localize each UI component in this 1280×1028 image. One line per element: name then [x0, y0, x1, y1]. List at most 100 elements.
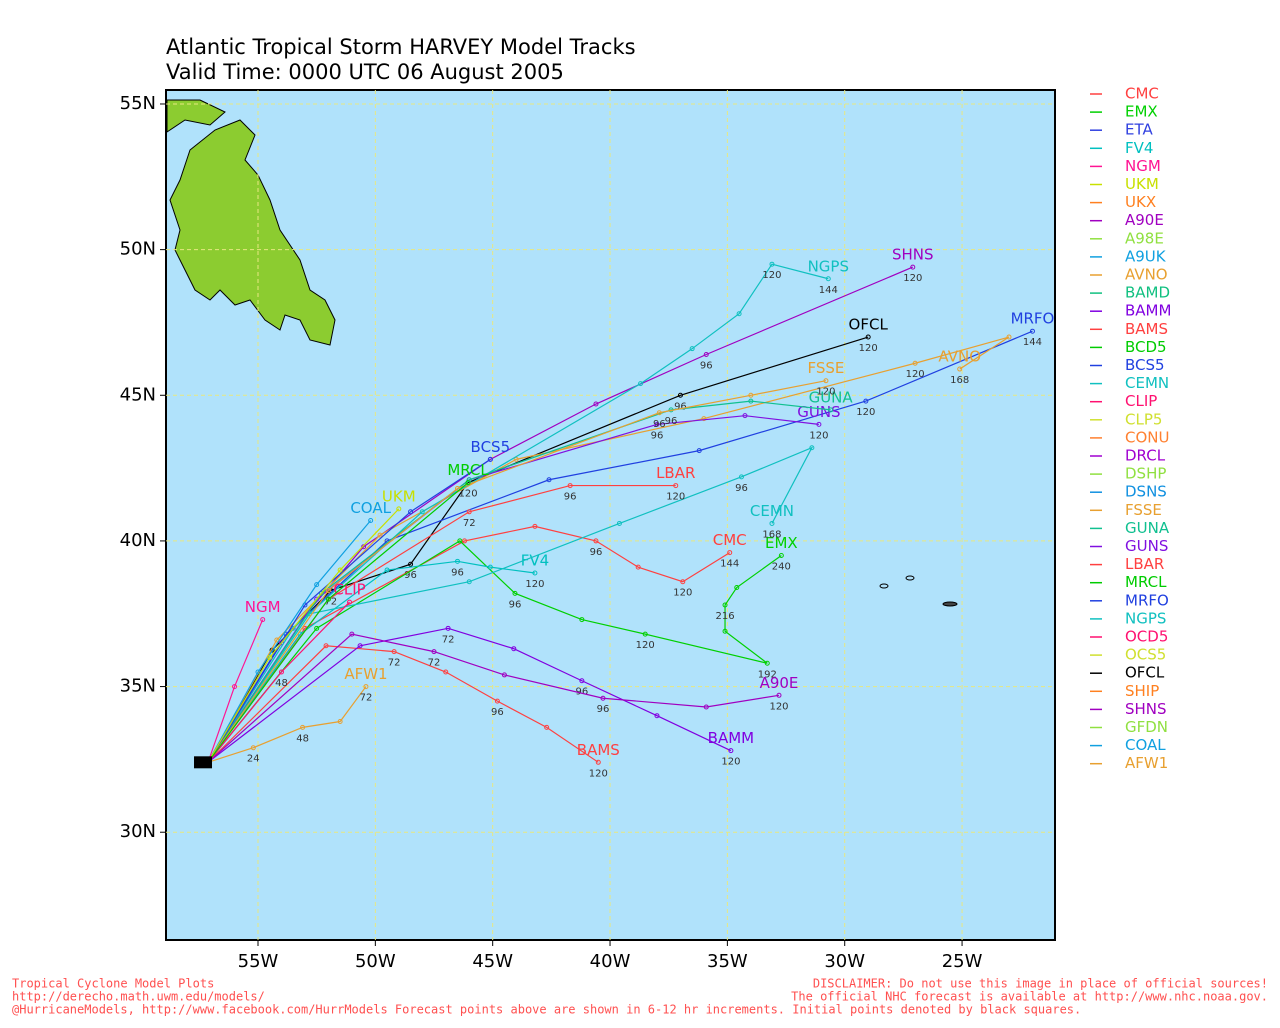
- track-point: [1029, 328, 1035, 334]
- track-label: MRCL: [447, 461, 489, 479]
- track-point: [727, 550, 733, 556]
- hour-label: 72: [388, 658, 401, 669]
- legend-label: CMC: [1125, 85, 1159, 103]
- hour-label: 96: [700, 360, 713, 371]
- track-label: BAMM: [708, 729, 754, 747]
- track-point: [391, 649, 397, 655]
- track-point: [567, 483, 573, 489]
- hour-label: 144: [1023, 337, 1042, 348]
- legend-label: LBAR: [1125, 555, 1164, 573]
- island: [905, 575, 915, 581]
- track-point: [654, 713, 660, 719]
- legend-label: GUNA: [1125, 519, 1170, 537]
- track-point: [863, 398, 869, 404]
- track-point: [457, 538, 463, 544]
- track-label: OFCL: [849, 316, 889, 334]
- legend-label: FSSE: [1125, 501, 1162, 519]
- hour-label: 96: [653, 419, 666, 430]
- legend-label: AFW1: [1125, 754, 1168, 772]
- track-point: [494, 698, 500, 704]
- legend-label: UKX: [1125, 193, 1156, 211]
- track-point: [466, 509, 472, 515]
- track: [207, 508, 400, 763]
- legend-label: DSNS: [1125, 483, 1167, 501]
- track-point: [701, 416, 707, 422]
- island: [879, 583, 889, 589]
- track-point: [579, 617, 585, 623]
- hour-label: 96: [651, 430, 664, 441]
- legend-label: A98E: [1125, 229, 1164, 247]
- legend-label: FV4: [1125, 139, 1153, 157]
- legend-label: DRCL: [1125, 447, 1166, 465]
- track-label: AFW1: [344, 665, 387, 683]
- track: [207, 619, 264, 763]
- legend-label: MRCL: [1125, 573, 1167, 591]
- track-point: [325, 596, 331, 602]
- legend-label: OFCL: [1125, 664, 1165, 682]
- track-point: [734, 585, 740, 591]
- track-point: [546, 477, 552, 483]
- track-point: [465, 480, 471, 486]
- track-label: AVNO: [938, 348, 981, 366]
- x-tick-label: 45W: [472, 951, 513, 972]
- track-label: A90E: [760, 674, 799, 692]
- track-point: [396, 506, 402, 512]
- legend-label: A9UK: [1125, 247, 1167, 265]
- track-point: [635, 564, 641, 570]
- track: [207, 645, 599, 763]
- hour-label: 96: [564, 492, 577, 503]
- track-point: [300, 724, 306, 730]
- legend-label: UKM: [1125, 175, 1159, 193]
- track-point: [722, 602, 728, 608]
- hour-label: 72: [360, 693, 373, 704]
- track-point: [501, 672, 507, 678]
- track: [207, 482, 469, 763]
- hour-label: 144: [720, 559, 739, 570]
- track-point: [318, 590, 324, 596]
- hour-label: 120: [809, 430, 828, 441]
- track-point: [325, 587, 331, 593]
- track-label: BAMS: [577, 741, 620, 759]
- footer: Tropical Cyclone Model Plots: [12, 977, 214, 991]
- hour-label: 120: [721, 757, 740, 768]
- hour-label: 144: [819, 285, 838, 296]
- legend-label: BCD5: [1125, 338, 1167, 356]
- legend-label: GFDN: [1125, 718, 1168, 736]
- track: [207, 686, 367, 763]
- legend-label: OCS5: [1125, 646, 1166, 664]
- hour-label: 120: [673, 588, 692, 599]
- track-point: [728, 748, 734, 754]
- track-point: [809, 445, 815, 451]
- track-point: [384, 567, 390, 573]
- track-point: [642, 631, 648, 637]
- track-point: [656, 410, 662, 416]
- track-point: [748, 398, 754, 404]
- legend-label: EMX: [1125, 103, 1158, 121]
- legend-label: CEMN: [1125, 374, 1169, 392]
- y-tick-label: 50N: [120, 239, 156, 260]
- footer: http://derecho.math.uwm.edu/models/: [12, 990, 265, 1004]
- hour-label: 120: [906, 369, 925, 380]
- track-point: [769, 261, 775, 267]
- hour-label: 168: [762, 529, 781, 540]
- track-point: [466, 579, 472, 585]
- track-point: [337, 719, 343, 725]
- hour-label: 120: [525, 579, 544, 590]
- track: [207, 601, 350, 763]
- track-point: [443, 669, 449, 675]
- track-label: NGM: [245, 598, 281, 616]
- legend-label: GUNS: [1125, 537, 1168, 555]
- hour-label: 72: [324, 596, 337, 607]
- legend-label: BCS5: [1125, 356, 1165, 374]
- legend-label: BAMD: [1125, 284, 1170, 302]
- track: [207, 400, 831, 763]
- track-point: [696, 448, 702, 454]
- track-label: FSSE: [807, 359, 844, 377]
- track: [207, 560, 536, 763]
- hour-label: 120: [903, 273, 922, 284]
- track-point: [512, 590, 518, 596]
- x-tick-label: 55W: [238, 951, 279, 972]
- track-point: [738, 474, 744, 480]
- hour-label: 96: [509, 599, 522, 610]
- x-tick-label: 50W: [355, 951, 396, 972]
